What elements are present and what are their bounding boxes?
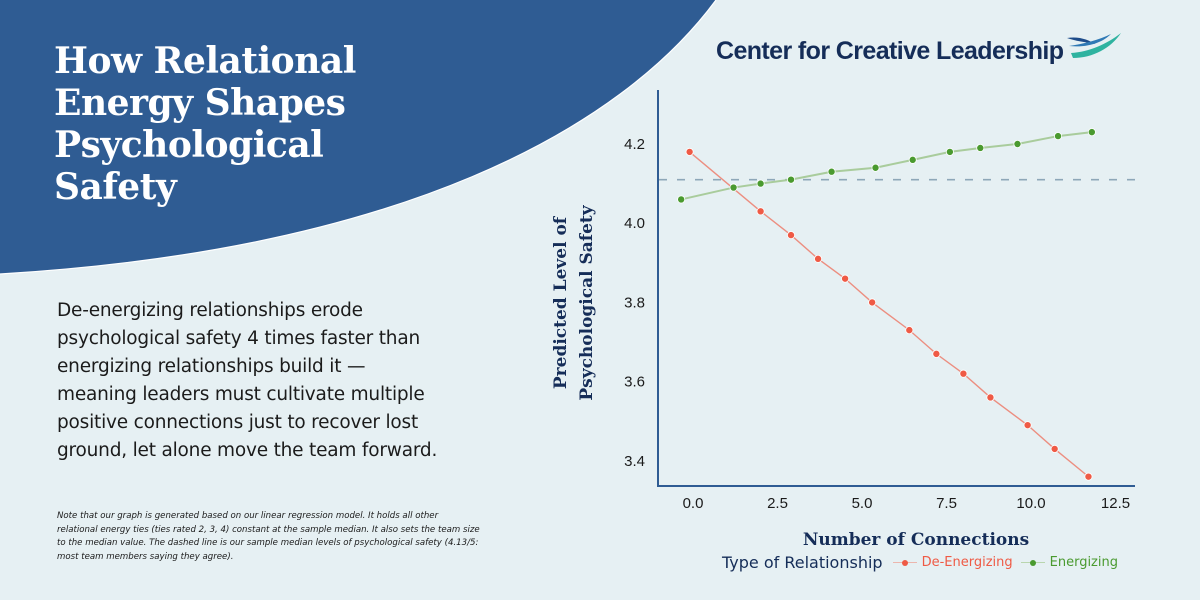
data-point-energizing bbox=[677, 195, 686, 204]
swoosh-logo-icon bbox=[1067, 33, 1122, 58]
data-point-de-energizing bbox=[1023, 421, 1032, 430]
body-line: energizing relationships build it — bbox=[57, 356, 366, 377]
logo-text: Center for Creative Leadership bbox=[716, 36, 1064, 65]
body-line: ground, let alone move the team forward. bbox=[57, 440, 438, 461]
data-point-energizing bbox=[756, 179, 765, 188]
body-line: De-energizing relationships erode bbox=[57, 300, 363, 321]
data-point-de-energizing bbox=[1084, 472, 1093, 481]
chart-legend: Type of Relationship De-Energizing Energ… bbox=[722, 553, 1126, 572]
title-line: Energy Shapes bbox=[54, 82, 346, 124]
data-point-de-energizing bbox=[959, 369, 968, 378]
data-point-de-energizing bbox=[905, 326, 914, 335]
data-point-energizing bbox=[729, 183, 738, 192]
data-point-energizing bbox=[1087, 128, 1096, 137]
data-point-de-energizing bbox=[756, 207, 765, 216]
legend-title: Type of Relationship bbox=[722, 553, 883, 572]
note-line: to the median value. The dashed line is … bbox=[57, 538, 479, 548]
body-line: meaning leaders must cultivate multiple bbox=[57, 384, 425, 405]
data-point-de-energizing bbox=[1050, 444, 1059, 453]
data-point-de-energizing bbox=[685, 147, 694, 156]
legend-label: De-Energizing bbox=[921, 555, 1013, 570]
x-tick-label: 5.0 bbox=[852, 495, 873, 512]
y-axis-title-line-1: Predicted Level of bbox=[551, 215, 571, 389]
y-tick-label: 3.6 bbox=[624, 374, 645, 391]
y-tick-label: 3.4 bbox=[624, 453, 645, 470]
data-point-energizing bbox=[827, 167, 836, 176]
data-point-energizing bbox=[871, 163, 880, 172]
body-line: positive connections just to recover los… bbox=[57, 412, 419, 433]
legend-item-energizing: Energizing bbox=[1020, 555, 1118, 570]
data-point-energizing bbox=[976, 143, 985, 152]
ccl-logo: Center for Creative Leadership bbox=[716, 33, 1125, 68]
body-line: psychological safety 4 times faster than bbox=[57, 328, 420, 349]
data-point-energizing bbox=[908, 155, 917, 164]
legend-label: Energizing bbox=[1049, 555, 1118, 570]
title-line: How Relational bbox=[54, 40, 356, 82]
y-axis-title-line-2: Psychological Safety bbox=[577, 204, 597, 400]
data-point-de-energizing bbox=[932, 349, 941, 358]
legend-item-de-energizing: De-Energizing bbox=[892, 555, 1013, 570]
data-point-energizing bbox=[787, 175, 796, 184]
y-tick-label: 3.8 bbox=[624, 294, 645, 311]
data-point-de-energizing bbox=[814, 254, 823, 263]
x-tick-label: 0.0 bbox=[683, 495, 704, 512]
legend-key-de-energizing bbox=[892, 558, 917, 568]
data-point-de-energizing bbox=[841, 274, 850, 283]
title-line: Psychological bbox=[54, 124, 324, 166]
data-point-de-energizing bbox=[868, 298, 877, 307]
y-tick-label: 4.2 bbox=[624, 136, 645, 153]
key-finding-text: De-energizing relationships erode psycho… bbox=[57, 297, 487, 465]
x-tick-label: 10.0 bbox=[1016, 495, 1045, 512]
note-line: relational energy ties (ties rated 2, 3,… bbox=[57, 524, 480, 535]
note-line: most team members saying they agree). bbox=[57, 551, 234, 562]
y-tick-label: 4.0 bbox=[624, 215, 645, 232]
x-tick-label: 2.5 bbox=[767, 495, 788, 512]
legend-key-energizing bbox=[1020, 558, 1045, 568]
data-point-energizing bbox=[1013, 139, 1022, 148]
series-line-energizing bbox=[680, 131, 1092, 201]
data-point-de-energizing bbox=[986, 393, 995, 402]
note-line: Note that our graph is generated based o… bbox=[57, 511, 439, 521]
x-axis-title: Number of Connections bbox=[803, 530, 1029, 550]
x-tick-label: 12.5 bbox=[1101, 495, 1130, 512]
page-title: How Relational Energy Shapes Psychologic… bbox=[54, 40, 414, 208]
data-point-energizing bbox=[945, 147, 954, 156]
x-tick-label: 7.5 bbox=[936, 495, 957, 512]
data-point-de-energizing bbox=[787, 231, 796, 240]
methodology-note: Note that our graph is generated based o… bbox=[57, 510, 557, 564]
data-point-energizing bbox=[1054, 132, 1063, 141]
title-line: Safety bbox=[54, 166, 177, 208]
